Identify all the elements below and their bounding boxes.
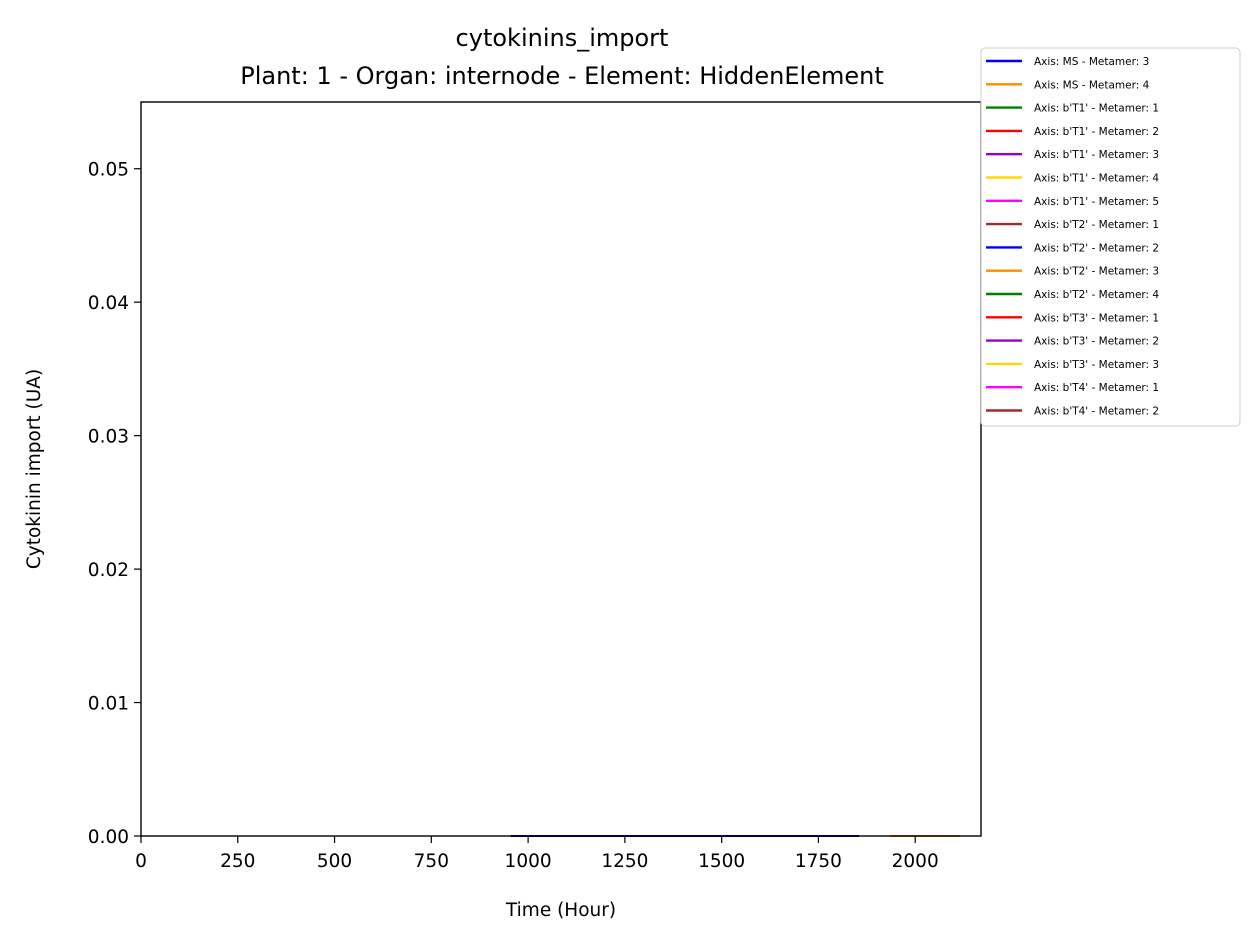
legend: Axis: MS - Metamer: 3 Axis: MS - Metamer:… [980,47,1241,427]
legend-label: Axis: b'T1' - Metamer: 5 [1034,196,1159,208]
chart-title: cytokinins_import [456,24,669,52]
plot-area-frame [140,101,982,837]
legend-label: Axis: b'T1' - Metamer: 3 [1034,149,1159,161]
legend-label: Axis: b'T2' - Metamer: 3 [1034,266,1159,278]
x-tick-label: 1500 [698,851,745,872]
y-axis-label: Cytokinin import (UA) [24,369,45,569]
chart-subtitle: Plant: 1 - Organ: internode - Element: H… [240,62,884,90]
x-axis-label: Time (Hour) [505,900,616,921]
legend-label: Axis: MS - Metamer: 3 [1034,56,1149,68]
legend-label: Axis: b'T3' - Metamer: 1 [1034,312,1159,324]
y-tick-label: 0.05 [88,160,129,181]
legend-label: Axis: b'T3' - Metamer: 3 [1034,359,1159,371]
x-tick-label: 1750 [795,851,842,872]
y-tick-label: 0.03 [88,427,129,448]
legend-label: Axis: b'T1' - Metamer: 1 [1034,103,1159,115]
legend-frame [980,47,1241,427]
x-tick-label: 2000 [892,851,939,872]
legend-label: Axis: b'T2' - Metamer: 2 [1034,242,1159,254]
legend-label: Axis: b'T4' - Metamer: 1 [1034,382,1159,394]
y-tick-label: 0.00 [88,827,129,848]
y-axis: 0.00 0.01 0.02 0.03 0.04 0.05 [88,160,141,848]
legend-label: Axis: b'T4' - Metamer: 2 [1034,406,1159,418]
legend-label: Axis: b'T1' - Metamer: 4 [1034,173,1159,185]
x-tick-label: 1000 [505,851,552,872]
legend-label: Axis: b'T3' - Metamer: 2 [1034,336,1159,348]
legend-label: Axis: b'T1' - Metamer: 2 [1034,126,1159,138]
x-tick-label: 250 [220,851,255,872]
x-tick-label: 1250 [601,851,648,872]
x-tick-label: 500 [317,851,352,872]
x-tick-label: 0 [135,851,147,872]
x-axis: 0 250 500 750 1000 1250 1500 1750 2000 [135,836,939,872]
y-tick-label: 0.02 [88,560,129,581]
y-tick-label: 0.04 [88,293,129,314]
y-tick-label: 0.01 [88,694,129,715]
legend-label: Axis: b'T2' - Metamer: 1 [1034,219,1159,231]
legend-label: Axis: MS - Metamer: 4 [1034,79,1150,91]
x-tick-label: 750 [414,851,449,872]
legend-label: Axis: b'T2' - Metamer: 4 [1034,289,1159,301]
